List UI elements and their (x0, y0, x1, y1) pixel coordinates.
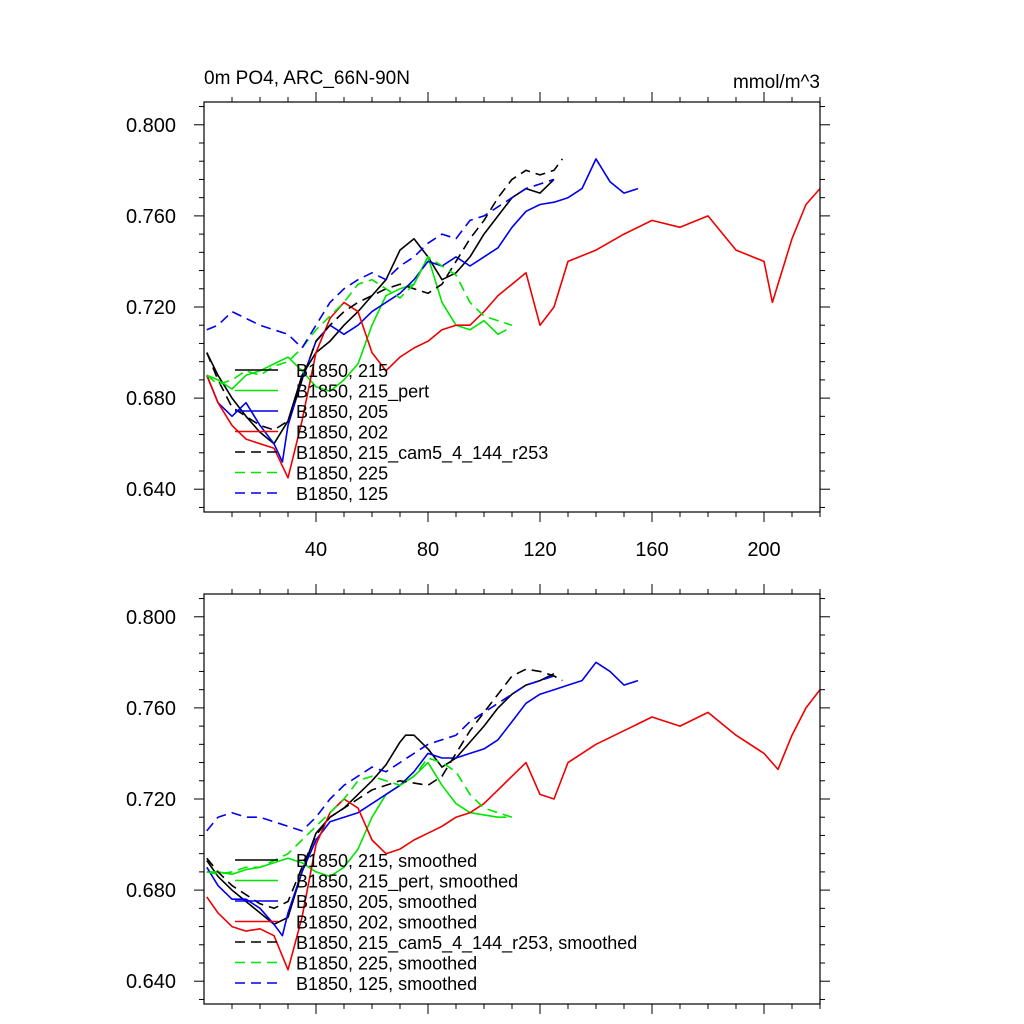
legend-label: B1850, 202, smoothed (296, 913, 477, 933)
series-line-7 (206, 178, 555, 349)
series-line-4 (206, 689, 820, 971)
y-tick-label: 0.640 (126, 479, 176, 501)
y-tick-label: 0.680 (126, 880, 176, 902)
series-line-6 (206, 757, 513, 876)
series-line-3 (206, 661, 639, 937)
legend-label: B1850, 225 (296, 464, 388, 484)
series-group (206, 158, 820, 479)
series-line-1 (206, 672, 555, 926)
legend-label: B1850, 202 (296, 423, 388, 443)
legend-label: B1850, 205, smoothed (296, 892, 477, 912)
y-tick-label: 0.640 (126, 971, 176, 993)
series-line-3 (206, 158, 639, 463)
y-tick-label: 0.760 (126, 698, 176, 720)
legend-label: B1850, 215_pert (296, 382, 429, 403)
legend-label: B1850, 215_pert, smoothed (296, 872, 518, 893)
series-line-6 (206, 256, 513, 386)
legend-label: B1850, 215 (296, 361, 388, 381)
x-tick-label: 40 (305, 539, 327, 561)
legend-label: B1850, 125 (296, 484, 388, 504)
y-tick-label: 0.720 (126, 297, 176, 319)
y-tick-label: 0.800 (126, 115, 176, 137)
legend-label: B1850, 225, smoothed (296, 954, 477, 974)
legend-label: B1850, 215, smoothed (296, 851, 477, 871)
x-tick-label: 200 (747, 539, 780, 561)
y-tick-label: 0.680 (126, 388, 176, 410)
legend-label: B1850, 215_cam5_4_144_r253 (296, 443, 548, 464)
y-tick-label: 0.720 (126, 789, 176, 811)
series-line-5 (206, 158, 564, 431)
legend-label: B1850, 215_cam5_4_144_r253, smoothed (296, 933, 637, 954)
x-tick-label: 120 (523, 539, 556, 561)
series-line-7 (206, 675, 555, 832)
y-tick-label: 0.800 (126, 607, 176, 629)
y-tick-label: 0.760 (126, 206, 176, 228)
series-group (206, 661, 820, 971)
series-line-5 (206, 668, 563, 910)
top-panel: 0.640 0.680 0.720 0.760 0.800 40 80 120 160 200 B1… (126, 92, 830, 561)
series-line-4 (206, 188, 820, 479)
x-tick-label: 160 (635, 539, 668, 561)
legend-label: B1850, 125, smoothed (296, 974, 477, 994)
x-tick-label: 80 (417, 539, 439, 561)
series-line-2 (206, 256, 507, 393)
units-label: mmol/m^3 (733, 72, 820, 93)
legend-label: B1850, 205 (296, 402, 388, 422)
chart-title: 0m PO4, ARC_66N-90N (204, 68, 410, 89)
series-line-1 (206, 178, 555, 445)
bottom-panel: 0.640 0.680 0.720 0.760 0.800 B1850, 215, smo… (126, 584, 830, 1014)
